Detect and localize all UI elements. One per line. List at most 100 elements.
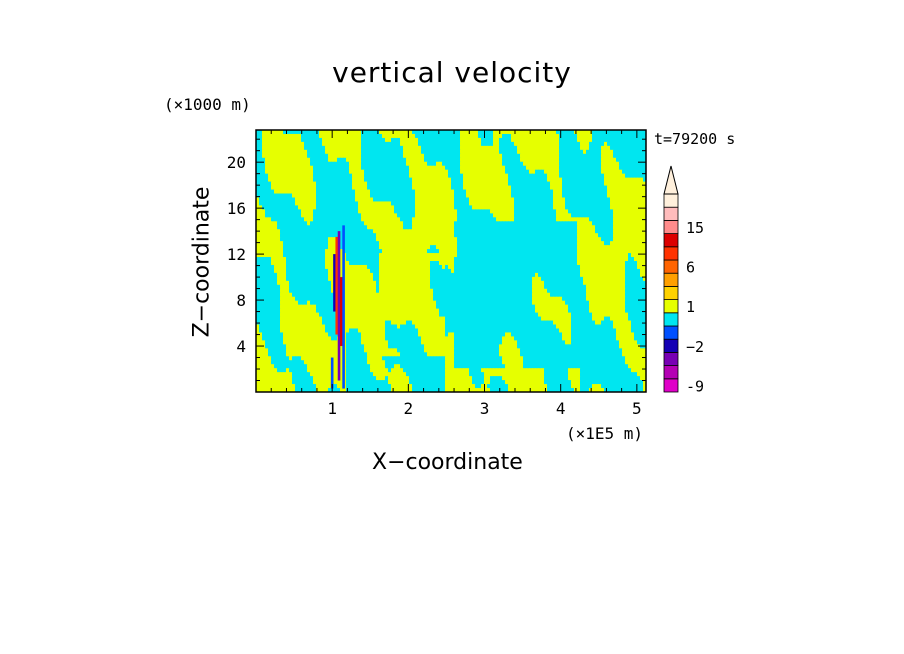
field-cell xyxy=(322,225,326,230)
field-cell xyxy=(523,253,527,258)
field-cell xyxy=(643,237,646,242)
field-cell xyxy=(364,153,368,159)
field-cell xyxy=(319,165,323,171)
field-cell xyxy=(559,245,563,250)
field-cell xyxy=(556,209,560,214)
field-cell xyxy=(472,145,476,151)
field-cell xyxy=(478,197,482,203)
field-cell xyxy=(355,280,359,286)
field-cell xyxy=(331,268,335,274)
field-cell xyxy=(475,261,479,266)
field-cell xyxy=(502,245,506,250)
field-cell xyxy=(493,245,497,250)
field-cell xyxy=(541,268,545,274)
field-cell xyxy=(502,173,506,179)
field-cell xyxy=(376,276,380,282)
field-cell xyxy=(469,261,473,266)
field-cell xyxy=(628,157,632,163)
field-cell xyxy=(616,229,620,234)
field-cell xyxy=(391,149,395,155)
field-cell xyxy=(460,177,464,183)
field-cell xyxy=(439,209,443,214)
field-cell xyxy=(298,233,302,238)
field-cell xyxy=(322,237,326,242)
field-cell xyxy=(604,153,608,159)
field-cell xyxy=(265,276,269,282)
field-cell xyxy=(412,133,416,139)
field-cell xyxy=(424,233,428,238)
field-cell xyxy=(319,141,323,147)
field-cell xyxy=(442,225,446,230)
field-cell xyxy=(505,165,509,171)
field-cell xyxy=(604,221,608,226)
field-cell xyxy=(388,201,392,207)
field-cell xyxy=(406,153,410,159)
field-cell xyxy=(538,245,542,250)
field-cell xyxy=(640,181,644,187)
field-cell xyxy=(289,221,293,226)
field-cell xyxy=(607,181,611,187)
field-cell xyxy=(271,193,275,199)
field-cell xyxy=(604,161,608,167)
field-cell xyxy=(571,185,575,191)
field-cell xyxy=(406,165,410,171)
field-cell xyxy=(502,261,506,266)
field-cell xyxy=(487,193,491,199)
field-cell xyxy=(364,245,368,250)
field-cell xyxy=(562,149,566,155)
field-cell xyxy=(274,197,278,203)
field-cell xyxy=(577,257,581,262)
field-cell xyxy=(412,245,416,250)
field-cell xyxy=(589,197,593,203)
field-cell xyxy=(328,169,332,175)
field-cell xyxy=(640,145,644,151)
field-cell xyxy=(568,141,572,147)
field-cell xyxy=(364,261,368,266)
field-cell xyxy=(409,249,413,254)
field-cell xyxy=(292,264,296,270)
field-cell xyxy=(481,268,485,274)
field-cell xyxy=(361,272,365,278)
field-cell xyxy=(271,268,275,274)
field-cell xyxy=(367,272,371,278)
field-cell xyxy=(421,241,425,246)
field-cell xyxy=(478,169,482,175)
field-cell xyxy=(625,257,629,262)
field-cell xyxy=(526,229,530,234)
field-cell xyxy=(442,276,446,282)
field-cell xyxy=(469,209,473,214)
field-cell xyxy=(616,149,620,155)
field-cell xyxy=(439,253,443,258)
field-cell xyxy=(496,213,500,218)
field-cell xyxy=(316,137,320,143)
field-cell xyxy=(328,237,332,242)
field-cell xyxy=(544,201,548,207)
field-cell xyxy=(580,209,584,214)
field-cell xyxy=(493,201,497,207)
field-cell xyxy=(556,205,560,210)
field-cell xyxy=(265,249,269,254)
field-cell xyxy=(307,181,311,187)
field-cell xyxy=(595,272,599,278)
field-cell xyxy=(598,213,602,218)
field-cell xyxy=(535,264,539,270)
field-cell xyxy=(577,229,581,234)
field-cell xyxy=(328,213,332,218)
field-cell xyxy=(556,225,560,230)
field-cell xyxy=(466,264,470,270)
field-cell xyxy=(325,237,329,242)
field-cell xyxy=(454,241,458,246)
field-cell xyxy=(286,213,290,218)
field-cell xyxy=(598,268,602,274)
field-cell xyxy=(487,213,491,218)
field-cell xyxy=(313,181,317,187)
field-cell xyxy=(328,229,332,234)
field-cell xyxy=(487,165,491,171)
field-cell xyxy=(376,165,380,171)
field-cell xyxy=(373,241,377,246)
field-cell xyxy=(400,161,404,167)
field-cell xyxy=(412,197,416,203)
field-cell xyxy=(505,133,509,139)
field-cell xyxy=(469,253,473,258)
field-cell xyxy=(517,268,521,274)
